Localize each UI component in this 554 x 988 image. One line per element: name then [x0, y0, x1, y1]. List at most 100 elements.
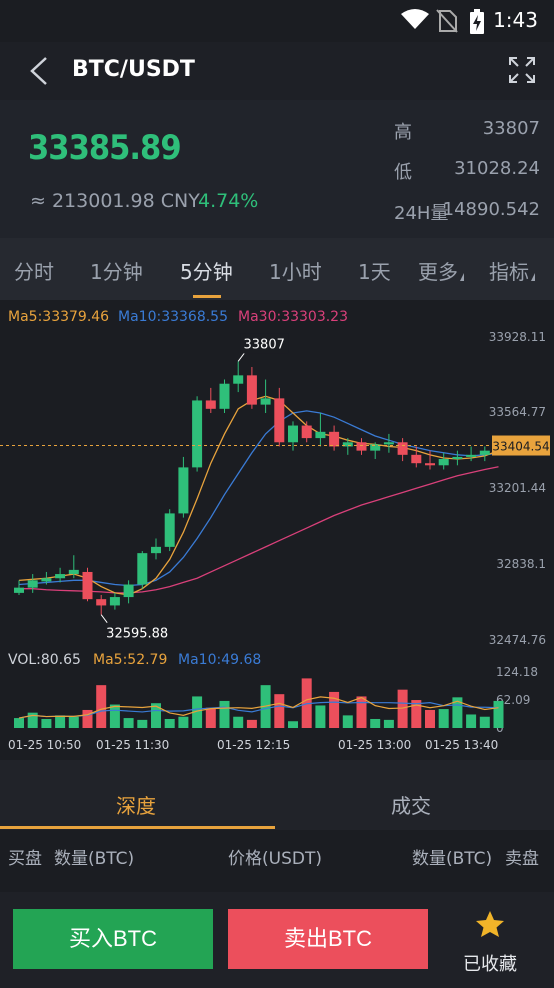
battery-charging-icon	[470, 9, 484, 34]
tab-more[interactable]: 更多	[418, 256, 464, 285]
volume-bar	[383, 719, 394, 728]
volume-bar	[27, 712, 38, 728]
price-change: 4.74%	[198, 190, 259, 212]
volume-value: 14890.542	[442, 199, 540, 220]
volume-bar	[342, 715, 353, 728]
candle-body	[14, 587, 24, 593]
volume-bar	[14, 718, 24, 728]
depth-trade-tabs: 深度 成交	[0, 760, 554, 830]
volume-bar	[55, 715, 66, 728]
x-tick-label: 01-25 10:50	[8, 738, 81, 752]
depth-tab-indicator	[0, 826, 275, 829]
ma5-legend: Ma5:33379.46	[8, 309, 109, 325]
volume-bar	[370, 718, 381, 728]
high-marker-bg	[240, 333, 289, 354]
volume-bar	[68, 716, 79, 728]
candle-body	[315, 431, 326, 439]
tab-trades[interactable]: 成交	[391, 794, 431, 818]
volume-bar	[274, 694, 285, 728]
volume-bar	[41, 718, 52, 728]
candle-body	[219, 383, 230, 409]
tab-timeline[interactable]: 分时	[14, 260, 54, 284]
candle-body	[192, 400, 203, 468]
candle-body	[178, 467, 189, 514]
candle-body	[96, 599, 107, 606]
ma5-line	[18, 395, 499, 596]
y-tick-label: 32838.1	[496, 557, 546, 571]
depth-header: 买盘 数量(BTC) 价格(USDT) 数量(BTC) 卖盘	[0, 830, 554, 892]
candle-body	[438, 459, 449, 466]
candle-body	[370, 444, 381, 451]
vol-ma10-legend: Ma10:49.68	[178, 652, 261, 668]
volume-bar	[452, 697, 463, 728]
kline-chart-canvas[interactable]: Ma5:33379.46 Ma10:33368.55 Ma30:33303.23…	[0, 300, 554, 760]
volume-bar	[397, 689, 408, 728]
favorite-toggle[interactable]: 已收藏	[454, 910, 526, 976]
x-tick-label: 01-25 11:30	[96, 738, 169, 752]
candle-body	[329, 431, 340, 447]
candle-body	[411, 454, 422, 464]
volume-bar	[178, 716, 189, 728]
current-price-tag: 33404.54	[492, 440, 549, 454]
tab-depth[interactable]: 深度	[116, 794, 156, 818]
high-marker-line	[237, 353, 245, 362]
current-price-tag-bg	[492, 435, 550, 456]
volume-bar	[288, 721, 298, 728]
candle-body	[425, 463, 435, 466]
buy-button[interactable]: 买入BTC	[13, 909, 213, 969]
high-value: 33807	[482, 118, 540, 139]
price-cny: ≈ 213001.98 CNY	[30, 190, 200, 212]
candle-body	[205, 400, 216, 409]
candle-body	[123, 584, 134, 598]
y-tick-label: 33201.44	[489, 481, 546, 495]
candle-body	[274, 398, 285, 443]
volume-bar	[233, 716, 244, 728]
volume-bar	[466, 714, 477, 728]
back-arrow-icon[interactable]	[28, 56, 50, 86]
volume-bar	[438, 709, 449, 728]
tab-1hour[interactable]: 1小时	[269, 260, 322, 284]
sell-button[interactable]: 卖出BTC	[228, 909, 428, 969]
tab-indicators[interactable]: 指标	[489, 256, 535, 285]
candle-body	[41, 578, 52, 582]
x-tick-label: 01-25 13:00	[338, 738, 411, 752]
candle-body	[109, 597, 120, 606]
high-marker-label: 33807	[244, 337, 285, 352]
vol-ma5-line	[18, 696, 499, 719]
candle-body	[383, 442, 394, 445]
favorite-label: 已收藏	[463, 954, 517, 975]
candle-body	[288, 425, 298, 443]
candle-body	[137, 553, 148, 585]
volume-bar	[315, 705, 326, 728]
candle-body	[164, 513, 175, 547]
volume-bar	[82, 709, 93, 728]
tab-5min[interactable]: 5分钟	[180, 260, 233, 284]
candle-body	[260, 398, 271, 405]
candle-body	[151, 546, 161, 554]
ma30-line	[19, 466, 499, 594]
kline-chart[interactable]: Ma5:33379.46 Ma10:33368.55 Ma30:33303.23…	[0, 300, 554, 760]
status-time: 1:43	[493, 8, 538, 32]
volume-bar	[329, 691, 340, 728]
candle-body	[82, 571, 93, 600]
vol-ma5-legend: Ma5:52.79	[93, 652, 167, 668]
vol-ma10-line	[18, 701, 499, 719]
low-label: 低	[394, 162, 412, 183]
status-bar: 1:43	[0, 0, 554, 42]
period-tabs: 分时 1分钟 5分钟 1小时 1天 更多 指标	[0, 238, 554, 300]
ask-header: 卖盘	[505, 849, 539, 869]
wifi-icon	[401, 9, 429, 29]
vol-legend: VOL:80.65	[8, 652, 81, 668]
dropdown-triangle-icon	[460, 273, 464, 281]
candle-body	[452, 456, 463, 460]
tab-1day[interactable]: 1天	[358, 260, 391, 284]
active-tab-indicator	[193, 295, 221, 298]
x-tick-label: 01-25 13:40	[425, 738, 498, 752]
tab-1min[interactable]: 1分钟	[90, 260, 143, 284]
volume-bar	[164, 718, 175, 728]
volume-bar	[96, 685, 107, 728]
candle-body	[68, 569, 79, 575]
fullscreen-icon[interactable]	[508, 56, 536, 84]
volume-bar	[137, 719, 148, 728]
low-value: 31028.24	[454, 158, 540, 179]
